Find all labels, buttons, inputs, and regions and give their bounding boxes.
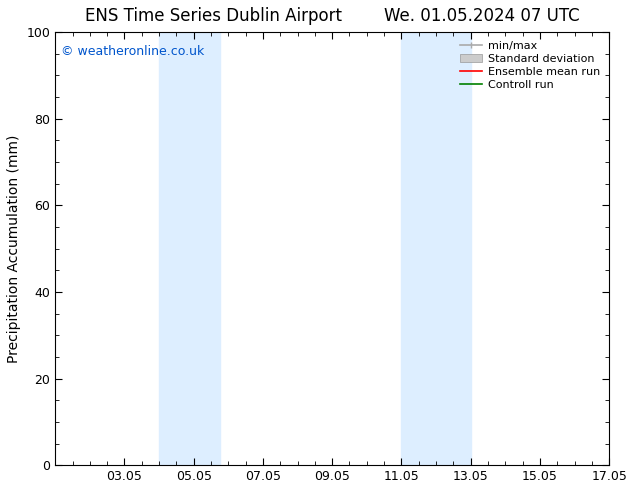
Text: © weatheronline.co.uk: © weatheronline.co.uk <box>61 45 204 58</box>
Legend: min/max, Standard deviation, Ensemble mean run, Controll run: min/max, Standard deviation, Ensemble me… <box>457 38 604 93</box>
Y-axis label: Precipitation Accumulation (mm): Precipitation Accumulation (mm) <box>7 134 21 363</box>
Title: ENS Time Series Dublin Airport        We. 01.05.2024 07 UTC: ENS Time Series Dublin Airport We. 01.05… <box>85 7 579 25</box>
Bar <box>401 32 470 465</box>
Bar <box>159 32 219 465</box>
